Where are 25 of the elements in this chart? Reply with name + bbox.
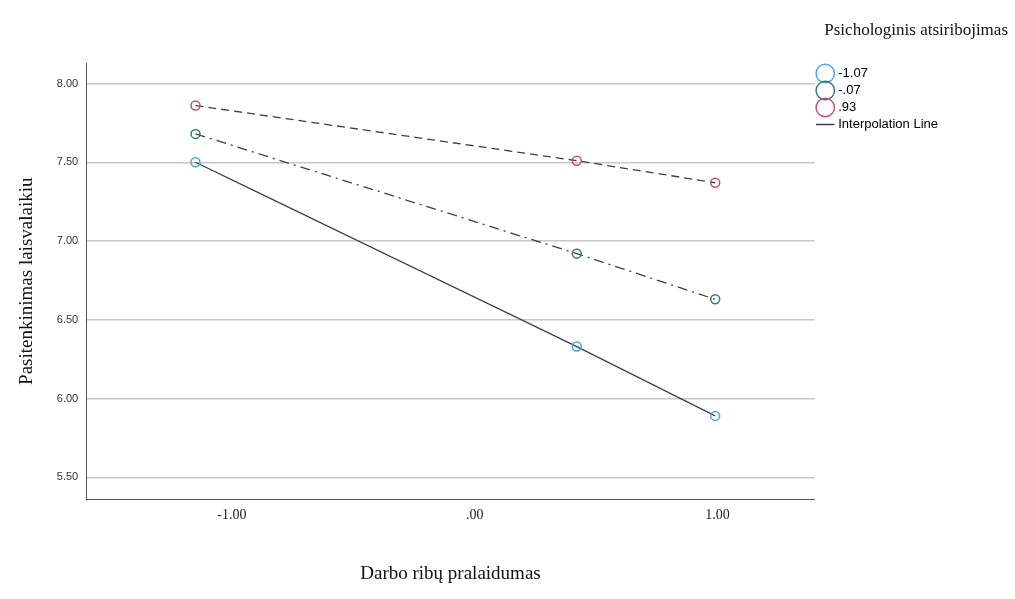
point (190, 157, 201, 168)
x-tick-label: -1.00 (217, 507, 247, 523)
y-tick-label: 6.50 (56, 312, 79, 325)
point (571, 248, 583, 259)
point (709, 294, 721, 305)
legend-label: .93 (838, 99, 857, 115)
point (190, 100, 201, 111)
point (571, 155, 583, 166)
text: Interpolation Line (838, 116, 939, 132)
point (709, 410, 721, 422)
legend-label: -.07 (838, 82, 861, 98)
legend-title: Psichologinis atsiribojimas (824, 20, 1008, 40)
point (709, 177, 721, 188)
x-axis-title: Darbo ribų pralaidumas (360, 561, 541, 583)
y-tick-label: 8.00 (56, 76, 79, 89)
x-tick-label: 1.00 (705, 507, 730, 523)
y-tick-label: 5.50 (56, 470, 79, 483)
x-tick-label: .00 (466, 507, 484, 523)
y-axis-title: Pasitenkinimas laisvalaikiu (15, 177, 37, 385)
y-tick-label: 6.00 (56, 391, 79, 404)
y-tick-label: 7.50 (56, 155, 79, 168)
point (190, 128, 201, 140)
point (571, 341, 583, 352)
legend-label: -1.07 (838, 65, 868, 81)
y-tick-label: 7.00 (56, 234, 79, 247)
